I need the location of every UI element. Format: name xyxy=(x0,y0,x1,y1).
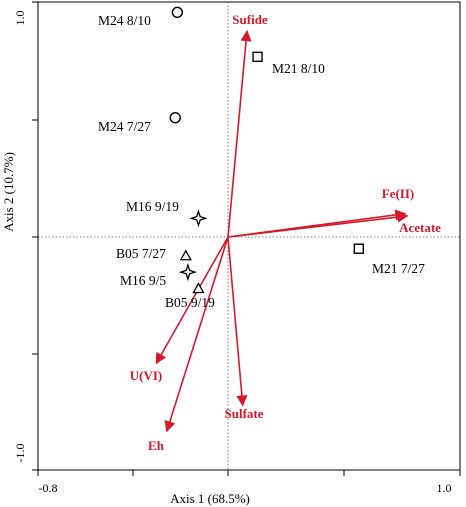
site-point-b05-9-19 xyxy=(192,282,205,294)
site-point-b05-7-27 xyxy=(179,249,192,261)
site-point-m24-8-10 xyxy=(171,6,184,19)
site-label-m24-8-10: M24 8/10 xyxy=(98,13,151,28)
site-label-b05-7-27: B05 7/27 xyxy=(116,246,166,261)
site-label-m21-7-27: M21 7/27 xyxy=(372,261,425,276)
tick-marks xyxy=(32,1,461,476)
site-label-m24-7-27: M24 7/27 xyxy=(98,119,151,134)
vector-arrow-eh xyxy=(164,236,229,433)
site-label-b05-9-19: B05 9/19 xyxy=(165,295,215,310)
vector-label-acetate: Acetate xyxy=(399,220,441,235)
site-label-m16-9-19: M16 9/19 xyxy=(126,199,179,214)
environmental-vectors: Sufide Fe(II) Acetate U(VI) Sulfate Eh xyxy=(130,12,441,453)
x-axis-title: Axis 1 (68.5%) xyxy=(170,491,250,506)
y-tick-label-top: 1.0 xyxy=(13,11,27,26)
site-point-m16-9-5 xyxy=(178,262,198,282)
vector-arrow-sufide xyxy=(227,29,252,238)
site-point-m21-7-27 xyxy=(353,243,365,254)
vector-arrow-sulfate xyxy=(227,236,248,407)
x-tick-label-right: 1.0 xyxy=(437,481,452,495)
site-points: M24 8/10 M24 7/27 M21 8/10 M21 7/27 M16 9/19… xyxy=(98,6,425,310)
site-point-m16-9-19 xyxy=(189,209,208,228)
y-tick-label-bottom: -1.0 xyxy=(13,444,27,463)
vector-arrow-acetate xyxy=(227,211,409,238)
x-tick-label-left: -0.8 xyxy=(39,481,58,495)
y-axis-title: Axis 2 (10.7%) xyxy=(1,152,16,232)
vector-label-sulfate: Sulfate xyxy=(225,406,264,421)
site-label-m16-9-5: M16 9/5 xyxy=(120,273,166,288)
site-label-m21-8-10: M21 8/10 xyxy=(272,61,325,76)
vector-arrow-u-vi xyxy=(155,236,229,365)
site-point-m24-7-27 xyxy=(169,111,181,124)
plot-frame xyxy=(37,1,461,471)
vector-label-fe-ii: Fe(II) xyxy=(382,186,415,201)
vector-label-sufide: Sufide xyxy=(232,12,268,27)
vector-label-u-vi: U(VI) xyxy=(130,368,163,383)
vector-label-eh: Eh xyxy=(148,438,165,453)
site-point-m21-8-10 xyxy=(252,51,263,63)
